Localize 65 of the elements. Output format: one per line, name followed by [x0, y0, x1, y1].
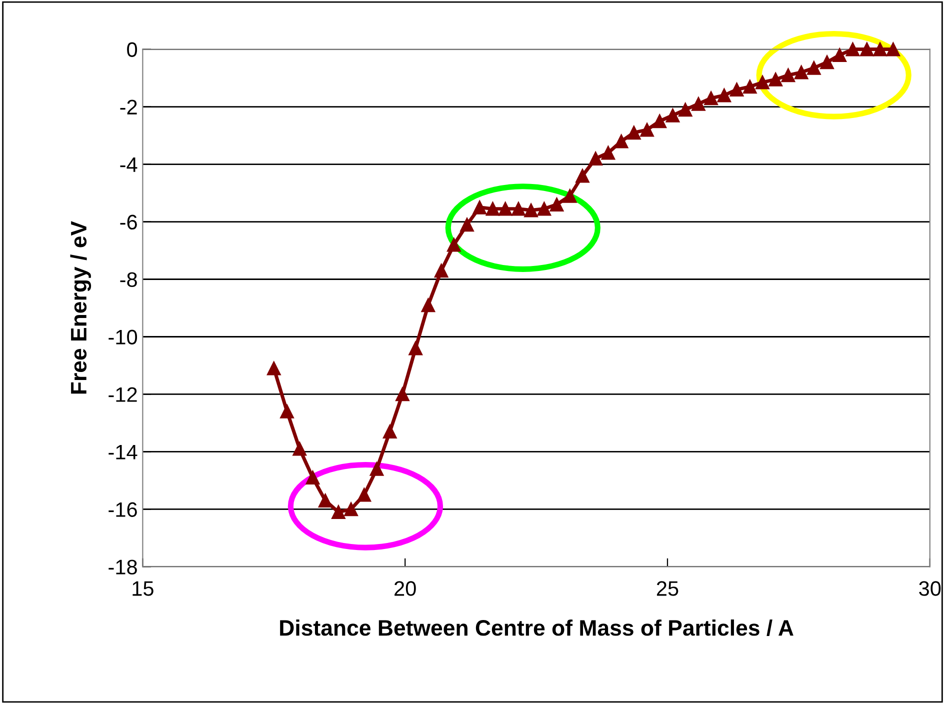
y-tick-label: -2: [120, 100, 137, 114]
y-tick-label: -16: [108, 502, 137, 517]
point: [446, 238, 461, 252]
point: [678, 102, 692, 117]
point: [292, 442, 307, 456]
y-tick-label: -6: [120, 214, 137, 230]
y-tick-label: -18: [108, 560, 137, 574]
point: [666, 108, 680, 122]
y-tick-label: -12: [108, 387, 137, 402]
point: [472, 200, 487, 214]
point: [306, 470, 320, 485]
point: [806, 61, 821, 75]
point: [717, 88, 732, 102]
point: [537, 202, 552, 216]
point: [781, 68, 796, 82]
point: [730, 82, 744, 96]
point: [408, 341, 423, 356]
point: [344, 502, 358, 516]
point: [280, 404, 294, 418]
x-tick-label: 25: [656, 581, 678, 596]
y-tick-label: -10: [108, 330, 138, 344]
x-tick-label: 20: [394, 581, 416, 596]
y-axis-title: Free Energy / eV: [70, 221, 92, 394]
point: [626, 126, 641, 140]
y-tick-label: -4: [120, 157, 138, 172]
point: [652, 114, 667, 128]
point: [460, 218, 474, 232]
point: [846, 42, 860, 56]
point: [640, 122, 654, 137]
point: [486, 202, 500, 216]
x-axis-title: Distance Between Centre of Mass of Particles / A: [280, 619, 794, 636]
point: [396, 387, 410, 402]
point: [704, 91, 718, 106]
point: [524, 203, 538, 218]
point: [768, 72, 783, 86]
point: [512, 202, 526, 216]
point: [832, 48, 847, 62]
x-tick-label: 15: [132, 581, 154, 596]
point: [382, 424, 397, 439]
point: [873, 42, 887, 56]
point: [820, 55, 834, 70]
point: [421, 298, 436, 312]
point: [692, 96, 706, 111]
point: [498, 202, 512, 216]
point: [550, 198, 564, 212]
point: [357, 488, 372, 502]
point: [576, 168, 590, 183]
y-tick-label: -8: [120, 272, 137, 288]
point: [331, 505, 346, 520]
point: [318, 494, 332, 508]
point: [370, 462, 384, 476]
point: [886, 42, 900, 56]
point: [562, 188, 577, 203]
point: [434, 264, 448, 278]
y-tick-label: -14: [108, 444, 138, 460]
point: [614, 134, 628, 148]
point: [794, 65, 808, 80]
point: [601, 146, 616, 160]
x-tick-label: 30: [919, 581, 941, 596]
point: [756, 75, 770, 90]
y-tick-label: 0: [127, 42, 138, 58]
point: [588, 152, 603, 166]
point: [266, 361, 281, 376]
point: [860, 42, 874, 56]
point: [742, 80, 757, 94]
